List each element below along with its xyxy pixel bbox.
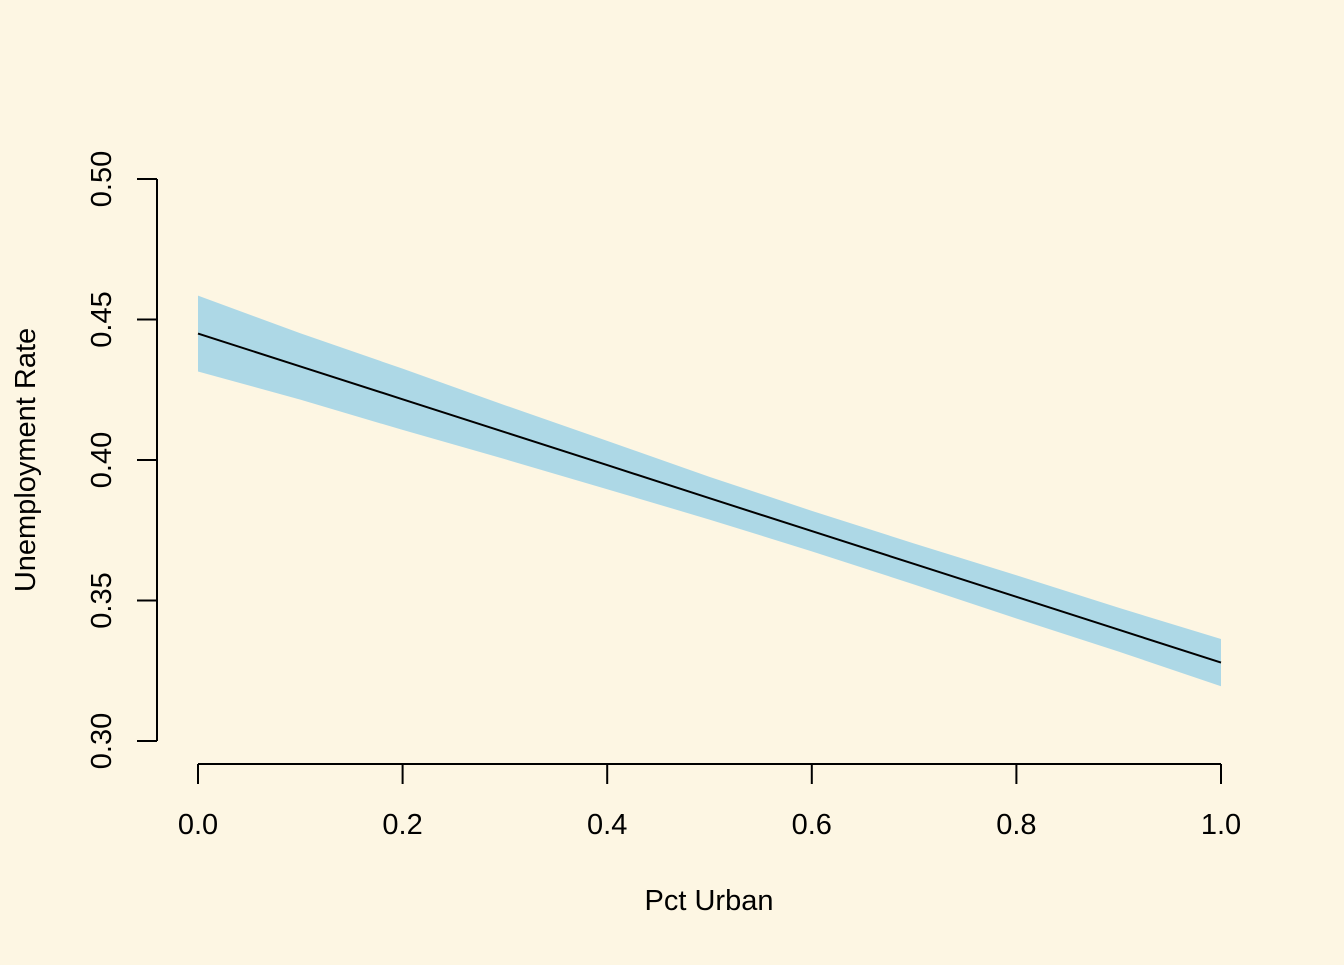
- x-axis: 0.0 0.2 0.4 0.6 0.8 1.0: [178, 763, 1241, 841]
- x-tick-label: 0.0: [178, 809, 218, 841]
- fit-line: [197, 332, 1222, 664]
- confidence-band-layer: [198, 295, 1221, 687]
- y-axis-title: Unemployment Rate: [10, 328, 42, 592]
- y-axis: 0.30 0.35 0.40 0.45 0.50: [86, 151, 158, 769]
- y-tick-label: 0.50: [86, 151, 118, 207]
- x-tick-label: 1.0: [1201, 809, 1241, 841]
- y-tick-label: 0.30: [86, 713, 118, 769]
- y-tick-label: 0.35: [86, 572, 118, 628]
- x-axis-title: Pct Urban: [645, 885, 774, 917]
- x-tick-label: 0.2: [382, 809, 422, 841]
- confidence-band: [198, 295, 1221, 687]
- x-tick-label: 0.6: [792, 809, 832, 841]
- y-tick-label: 0.45: [86, 291, 118, 347]
- y-tick-label: 0.40: [86, 432, 118, 488]
- x-tick-label: 0.8: [996, 809, 1036, 841]
- x-tick-label: 0.4: [587, 809, 627, 841]
- fit-line-layer: [197, 332, 1222, 664]
